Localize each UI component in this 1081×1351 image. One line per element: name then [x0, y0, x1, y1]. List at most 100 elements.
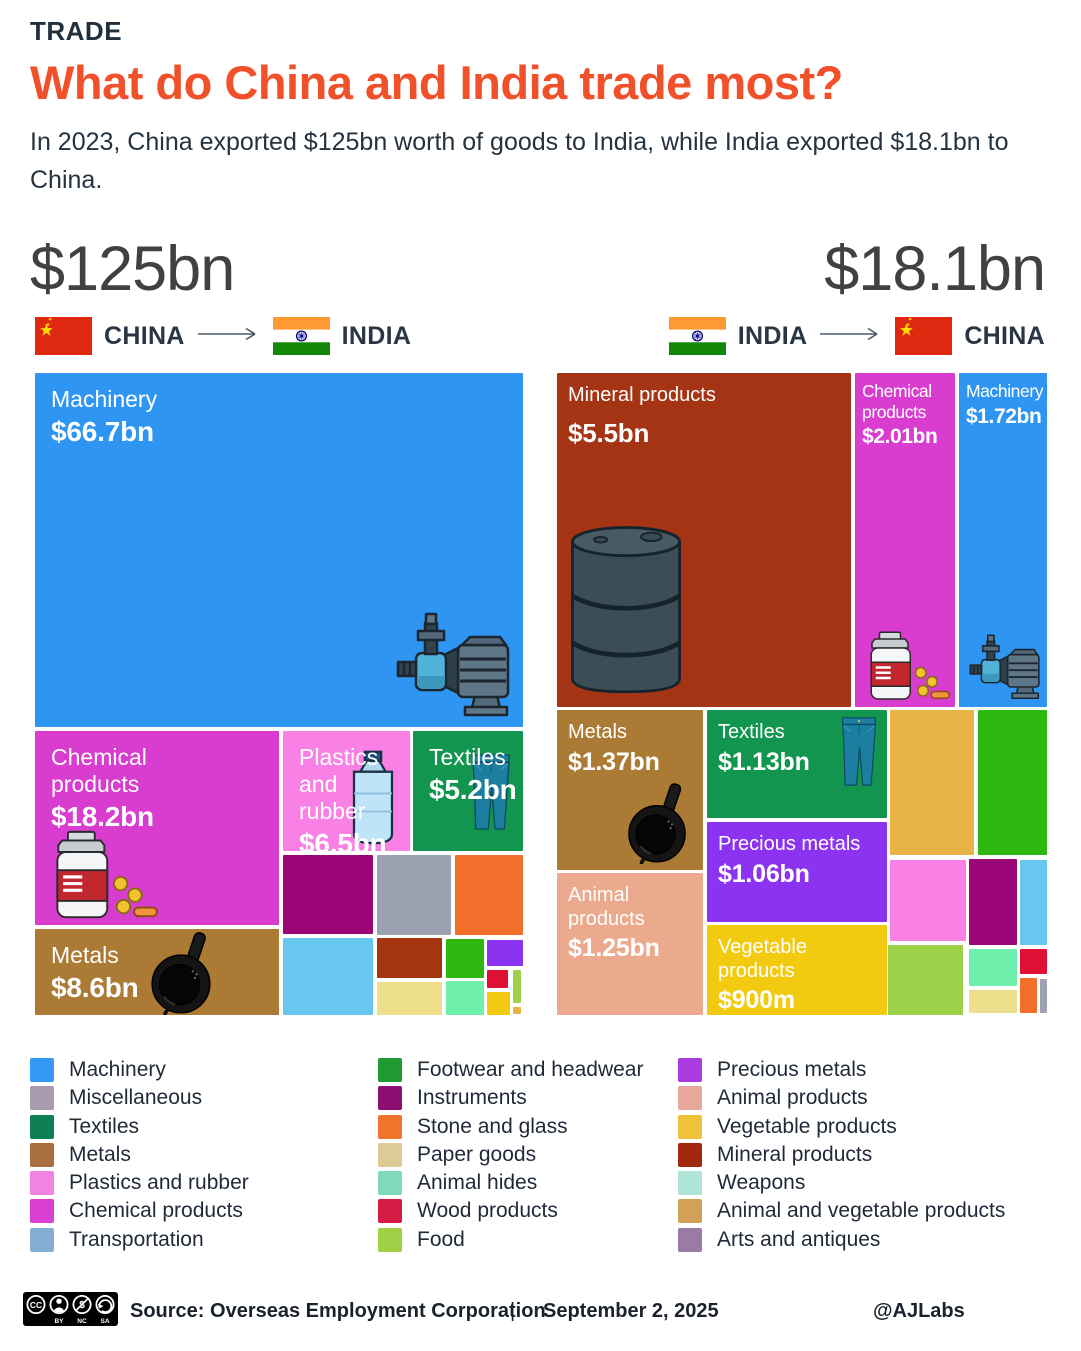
page-subtitle: In 2023, China exported $125bn worth of …: [30, 128, 1009, 194]
china-flag-icon: [35, 317, 92, 355]
treemap-cell-machinery: Machinery $1.72bn: [959, 373, 1047, 707]
cell-label-group: Animal products $1.25bn: [557, 873, 703, 974]
legend-label: Vegetable products: [717, 1114, 897, 1138]
treemap-cell-miscellaneous: [377, 855, 451, 935]
svg-text:$: $: [79, 1300, 85, 1311]
legend-swatch: [678, 1227, 702, 1252]
cell-category-label: Machinery: [51, 386, 158, 412]
footer-separator: |: [510, 1300, 516, 1322]
credit-handle: @AJLabs: [873, 1300, 965, 1322]
legend-swatch: [678, 1114, 702, 1139]
treemap-cell-transportation: [283, 938, 373, 1015]
legend-swatch: [678, 1171, 702, 1196]
cell-label-group: Textiles $1.13bn: [707, 710, 887, 788]
legend-swatch: [378, 1171, 402, 1196]
legend-item-miscellaneous: Miscellaneous: [30, 1086, 249, 1111]
cell-value: $1.06bn: [718, 859, 810, 888]
legend-item-machinery: Machinery: [30, 1058, 249, 1082]
treemap-cell-wood-products: [1020, 949, 1047, 974]
cell-label-group: Plastics and rubber $6.5bn: [283, 731, 410, 851]
legend-item-transportation: Transportation: [30, 1227, 249, 1252]
treemap-cell-food: [888, 945, 963, 1015]
flow-china-to-india: CHINA INDIA: [35, 316, 411, 356]
legend-swatch: [678, 1142, 702, 1167]
cell-category-label: Precious metals: [718, 833, 861, 855]
legend-swatch: [30, 1086, 54, 1111]
treemap-cell-stone-and-glass: [455, 855, 523, 935]
country-label-to: INDIA: [341, 321, 412, 350]
china-flag-icon: [895, 317, 953, 355]
legend-item-wood-products: Wood products: [378, 1199, 643, 1224]
legend-item-food: Food: [378, 1227, 643, 1252]
cell-category-label: Textiles: [429, 744, 506, 770]
cell-value: $2.01bn: [862, 425, 938, 449]
legend-label: Footwear and headwear: [417, 1058, 644, 1081]
legend-label: Weapons: [717, 1171, 806, 1195]
treemap-cell-instruments: [969, 859, 1017, 945]
source-text: Source: Overseas Employment Corporation: [130, 1300, 546, 1323]
arrow-right-icon: [819, 326, 883, 347]
legend-swatch: [30, 1142, 54, 1167]
treemap-cell-textiles: Textiles $1.13bn: [707, 710, 887, 818]
cell-value: $5.2bn: [429, 774, 517, 806]
legend-column-3: Precious metals Animal products Vegetable …: [678, 1058, 1005, 1256]
cell-label-group: Metals $8.6bn: [35, 929, 279, 1015]
legend-item-plastics-and-rubber: Plastics and rubber: [30, 1171, 249, 1196]
legend-swatch: [378, 1227, 402, 1252]
header: TRADE What do China and India trade most…: [30, 16, 1050, 199]
legend-item-footwear-and-headwear: Footwear and headwear: [378, 1058, 643, 1082]
country-label-from: INDIA: [737, 321, 808, 350]
pump-icon: [964, 632, 1042, 702]
treemap-cell-transportation: [1020, 860, 1047, 945]
legend-item-animal-hides: Animal hides: [378, 1171, 643, 1196]
treemap-cell-wood-products: [487, 970, 508, 988]
legend-swatch: [678, 1199, 702, 1224]
jeans-icon: [839, 716, 879, 814]
country-label-from: CHINA: [104, 321, 185, 350]
legend-swatch: [378, 1199, 402, 1224]
cell-label-group: Machinery $1.72bn: [959, 373, 1047, 437]
cell-value: $18.2bn: [51, 801, 154, 833]
legend-label: Precious metals: [717, 1058, 867, 1081]
treemap-cell-stone-and-glass: [1020, 978, 1037, 1013]
total-india-exports: $18.1bn: [824, 234, 1046, 304]
source-label: Source:: [130, 1300, 205, 1322]
legend-label: Mineral products: [717, 1142, 873, 1166]
treemap-cell-paper-goods: [969, 990, 1017, 1013]
publish-date: September 2, 2025: [543, 1300, 719, 1322]
page-title: What do China and India trade most?: [30, 56, 843, 109]
legend-swatch: [30, 1199, 54, 1224]
treemap-cell-miscellaneous: [1040, 979, 1047, 1013]
legend-swatch: [30, 1114, 54, 1139]
cell-category-label: Chemical products: [862, 381, 932, 422]
pills-icon: [43, 829, 158, 921]
treemap-cell-plastics-and-rubber: [890, 860, 966, 941]
legend-swatch: [378, 1114, 402, 1139]
treemap-cell-instruments: [283, 855, 373, 934]
treemap-cell-precious-metals: [487, 940, 523, 966]
source-name: Overseas Employment Corporation: [210, 1300, 546, 1322]
legend-label: Arts and antiques: [717, 1227, 881, 1251]
legend-swatch: [678, 1086, 702, 1111]
cell-value: $900m: [718, 986, 795, 1015]
treemap-cell-food: [513, 970, 521, 1003]
treemap-india-to-china: Mineral products $5.5bn Chemical products $…: [557, 373, 1047, 1018]
cell-value: $5.5bn: [568, 417, 650, 448]
treemap-china-to-india: Machinery $66.7bn Chemical products $18.2bn…: [35, 373, 523, 1018]
pan-icon: [621, 769, 693, 864]
flow-india-to-china: INDIA CHINA: [668, 316, 1045, 356]
treemap-cell-animal-hides: [446, 981, 484, 1015]
cell-label-group: Vegetable products $900m: [707, 925, 887, 1015]
legend-item-animal-products: Animal products: [678, 1086, 1005, 1111]
legend-swatch: [378, 1086, 402, 1111]
svg-text:NC: NC: [77, 1318, 87, 1325]
legend-label: Animal and vegetable products: [717, 1199, 1006, 1223]
legend-item-arts-and-antiques: Arts and antiques: [678, 1227, 1005, 1252]
treemap-cell-paper-goods: [377, 982, 442, 1015]
legend-item-vegetable-products: Vegetable products: [678, 1114, 1005, 1139]
legend-item-instruments: Instruments: [378, 1086, 643, 1111]
legend-column-2: Footwear and headwear Instruments Stone an…: [378, 1058, 643, 1256]
treemap-cell-precious-metals: Precious metals $1.06bn: [707, 822, 887, 922]
legend-label: Stone and glass: [417, 1114, 568, 1138]
